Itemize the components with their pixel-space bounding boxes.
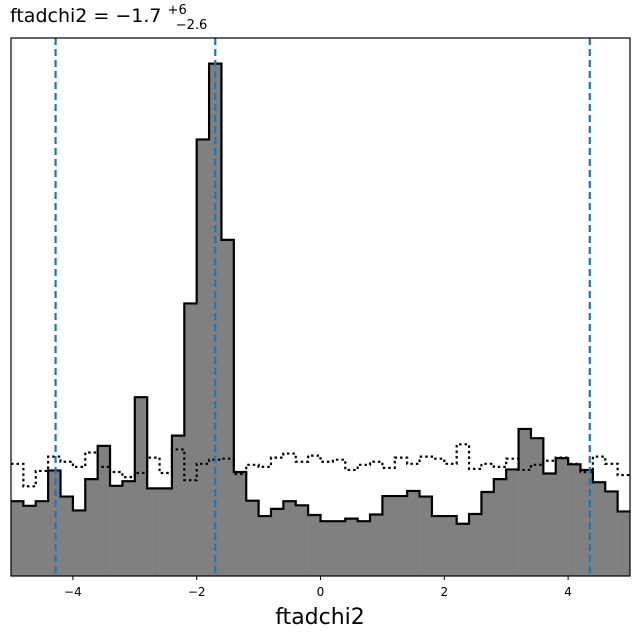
histogram-bar [530, 438, 544, 576]
x-tick-label: 0 [317, 585, 325, 599]
histogram-bar [382, 496, 396, 576]
x-tick-label: −2 [188, 585, 206, 599]
x-axis: −4 −2 0 2 4 [64, 576, 572, 599]
histogram-bar [35, 501, 49, 576]
histogram-bar [431, 516, 445, 576]
histogram-bar [506, 469, 519, 576]
histogram-bar [444, 516, 457, 576]
plot-content [11, 38, 630, 576]
histogram-bar [357, 521, 371, 576]
histogram-bar [134, 397, 148, 576]
histogram-bar [481, 491, 495, 576]
histogram-bar [283, 501, 297, 576]
histogram-bar [11, 501, 24, 576]
histogram-bar [580, 469, 594, 576]
histogram-bar [72, 510, 86, 576]
histogram-bar [122, 481, 136, 576]
histogram-bar [469, 514, 482, 576]
title-main: ftadchi2 = −1.7 [10, 5, 162, 27]
histogram-bar [332, 521, 346, 576]
histogram-bar [196, 139, 210, 576]
histogram-bar [295, 505, 309, 576]
histogram-bar [97, 445, 111, 576]
histogram-bar [171, 435, 185, 576]
x-tick-label: 2 [440, 585, 448, 599]
histogram-bar [85, 479, 98, 576]
histogram-outline [11, 62, 630, 525]
plot-area [10, 37, 631, 577]
histogram-bar [394, 496, 408, 576]
histogram-bar [605, 491, 618, 576]
histogram-bar [159, 488, 173, 576]
histogram-bar [320, 521, 334, 576]
histogram-bar [270, 508, 284, 576]
series-1 [11, 62, 630, 576]
histogram-bar [221, 239, 235, 576]
histogram-bar [184, 303, 197, 576]
histogram-bar [493, 479, 507, 576]
x-tick-label: −4 [64, 585, 82, 599]
histogram-bar [617, 511, 630, 576]
histogram-bar [110, 485, 123, 576]
x-tick-label: 4 [564, 585, 572, 599]
histogram-bar [419, 496, 433, 576]
histogram-bar [246, 500, 259, 576]
histogram-bar [592, 482, 606, 576]
title-lower-error: −2.6 [176, 18, 208, 33]
histogram-bar [518, 428, 532, 576]
histogram-bar [60, 496, 74, 576]
histogram-bar [543, 473, 557, 576]
x-axis-label: ftadchi2 [275, 605, 365, 630]
histogram-bar [555, 458, 569, 576]
histogram-bar [147, 488, 160, 576]
histogram-bar [233, 471, 247, 576]
series-2 [11, 443, 630, 488]
dotted-step-line [11, 443, 630, 488]
histogram-bar [345, 518, 358, 576]
histogram-bar [258, 516, 272, 576]
chart-title: ftadchi2 = −1.7 +6 −2.6 [10, 0, 207, 33]
histogram-bar [23, 505, 37, 576]
histogram-bar [370, 514, 383, 576]
histogram-bar [568, 464, 581, 576]
histogram-bar [407, 490, 420, 576]
histogram-bar [456, 523, 470, 576]
title-upper-error: +6 [168, 3, 187, 18]
histogram-bar [308, 515, 321, 576]
